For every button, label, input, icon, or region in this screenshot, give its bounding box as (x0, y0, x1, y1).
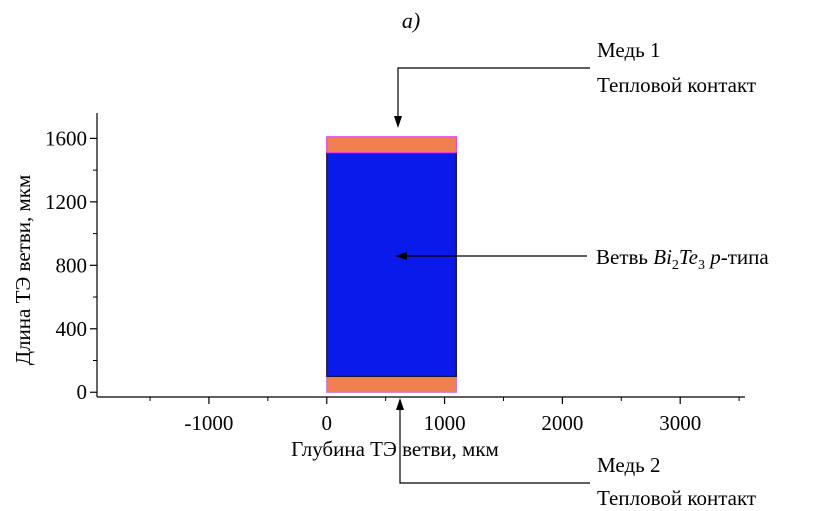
annotation-top-copper: Медь 1 Тепловой контакт (394, 38, 756, 128)
annotation-bottom-line1: Медь 2 (597, 453, 660, 477)
region-copper-bottom (326, 375, 457, 393)
y-tick-label: 800 (56, 253, 88, 277)
arrowhead-branch (395, 252, 407, 260)
panel-label: а) (402, 8, 420, 33)
x-tick-label: 1000 (424, 411, 466, 435)
y-tick-label: 1200 (45, 190, 87, 214)
annotation-branch-label: Ветвь Bi2Te3 p-типа (596, 245, 769, 273)
leader-line-bottom (399, 408, 590, 484)
plot-area: -1000 0 1000 2000 3000 0 400 800 1200 1600 (45, 113, 745, 435)
x-tick-label: 3000 (659, 411, 701, 435)
annotation-bottom-line2: Тепловой контакт (597, 486, 756, 510)
x-tick-label: -1000 (184, 411, 233, 435)
region-copper-top (326, 136, 457, 154)
y-tick-label: 400 (56, 317, 88, 341)
x-tick-label: 2000 (541, 411, 583, 435)
region-branch (326, 152, 457, 377)
leader-line-top (397, 67, 590, 118)
y-tick-label: 0 (77, 380, 88, 404)
arrowhead-bottom (396, 398, 404, 410)
y-tick-label: 1600 (45, 126, 87, 150)
annotation-branch: Ветвь Bi2Te3 p-типа (395, 245, 769, 273)
x-axis-label: Глубина ТЭ ветви, мкм (291, 437, 499, 461)
arrowhead-top (394, 116, 402, 128)
annotation-bottom-copper: Медь 2 Тепловой контакт (396, 398, 756, 510)
y-axis-label: Длина ТЭ ветви, мкм (11, 175, 35, 366)
annotation-top-line2: Тепловой контакт (597, 73, 756, 97)
x-tick-label: 0 (321, 411, 332, 435)
annotation-top-line1: Медь 1 (597, 38, 660, 62)
